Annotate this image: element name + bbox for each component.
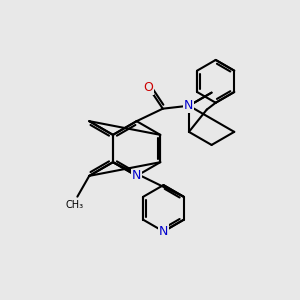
Text: N: N [184,99,194,112]
Text: N: N [132,169,141,182]
Text: CH₃: CH₃ [65,200,83,210]
Text: N: N [159,225,168,238]
Text: O: O [144,81,154,94]
